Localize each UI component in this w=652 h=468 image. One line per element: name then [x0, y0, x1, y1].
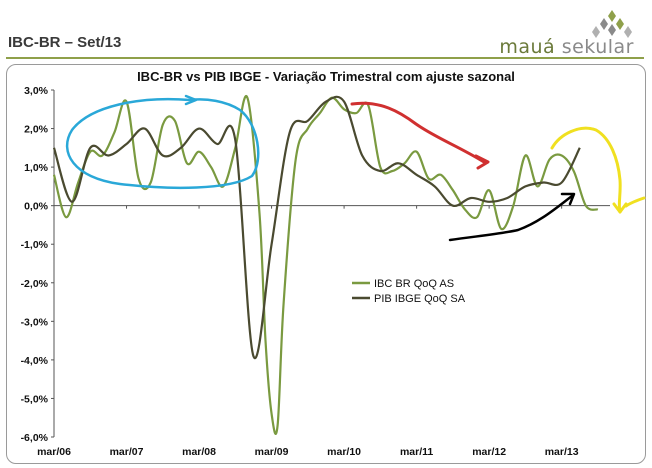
- y-tick-label: 1,0%: [24, 162, 49, 174]
- yellow-arrowhead-annotation: [612, 202, 628, 214]
- x-tick-labels: mar/06 mar/07 mar/08 mar/09 mar/10 mar/11 mar/…: [37, 205, 579, 458]
- x-tick-label: mar/08: [182, 446, 216, 458]
- red-arrowhead-annotation: [474, 154, 490, 170]
- brand-logo-icon: [592, 10, 632, 38]
- legend-label-1: IBC BR QoQ AS: [374, 278, 454, 290]
- chart-frame: [6, 64, 646, 464]
- y-tick-label: 3,0%: [24, 85, 49, 97]
- y-tick-label: -2,0%: [21, 278, 49, 290]
- x-tick-label: mar/07: [110, 446, 144, 458]
- chart-title: IBC-BR vs PIB IBGE - Variação Trimestral…: [137, 69, 515, 84]
- blue-arrowhead-annotation: [184, 94, 198, 106]
- legend-label-2: PIB IBGE QoQ SA: [374, 293, 466, 305]
- chart-axes: [53, 90, 610, 437]
- hand-annotations: [65, 94, 646, 242]
- y-tick-label: -4,0%: [21, 355, 49, 367]
- series-line-1: [52, 94, 599, 435]
- y-tick-label: -6,0%: [21, 432, 49, 444]
- y-tick-label: 2,0%: [24, 124, 49, 136]
- black-arrowhead-annotation: [560, 192, 576, 206]
- yellow-arrow-annotation: [550, 126, 622, 214]
- page-title: IBC-BR – Set/13: [8, 34, 122, 51]
- x-tick-label: mar/11: [400, 446, 433, 458]
- yellow-tail-annotation: [624, 196, 646, 208]
- y-tick-label: -1,0%: [21, 239, 49, 251]
- header-divider: [6, 57, 644, 59]
- series-line-2: [52, 95, 581, 360]
- x-tick-label: mar/12: [472, 446, 506, 458]
- y-tick-label: 0,0%: [24, 201, 49, 213]
- brand-name: mauá sekular: [499, 36, 634, 58]
- red-arrow-annotation: [350, 101, 486, 164]
- x-tick-label: mar/13: [545, 446, 579, 458]
- blue-circle-annotation: [65, 97, 260, 190]
- brand-word-2: sekular: [561, 36, 634, 58]
- chart-series: [52, 94, 599, 435]
- y-tick-label: -5,0%: [21, 393, 49, 405]
- y-tick-label: -3,0%: [21, 316, 49, 328]
- x-tick-label: mar/10: [327, 446, 361, 458]
- x-tick-label: mar/09: [255, 446, 289, 458]
- x-tick-label: mar/06: [37, 446, 71, 458]
- chart-legend: IBC BR QoQ AS PIB IBGE QoQ SA: [352, 278, 466, 305]
- y-tick-labels: 3,0% 2,0% 1,0% 0,0% -1,0% -2,0% -3,0% -4,0% -5,0…: [21, 85, 54, 444]
- brand-word-1: mauá: [499, 36, 556, 58]
- black-arrow-annotation: [448, 194, 574, 242]
